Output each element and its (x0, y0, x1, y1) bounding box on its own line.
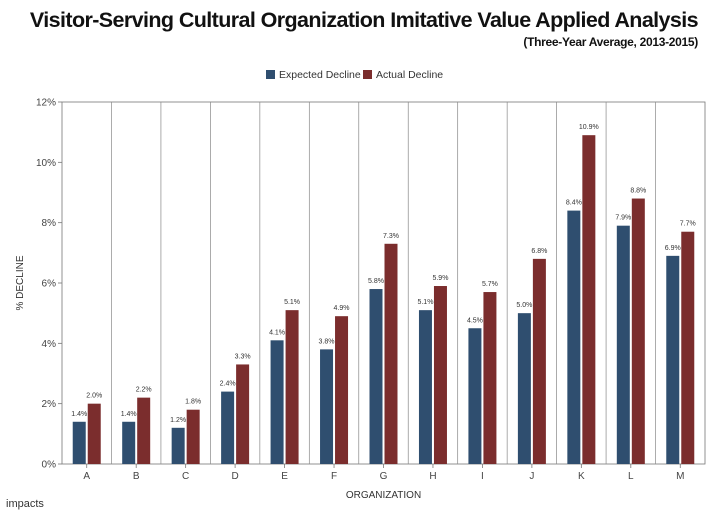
bar-expected (666, 255, 680, 464)
data-label: 4.1% (269, 329, 285, 336)
bar-expected (616, 225, 630, 464)
data-label: 5.8% (368, 278, 384, 285)
bar-actual (87, 403, 101, 464)
y-axis-label: % DECLINE (15, 255, 26, 310)
bar-expected (72, 421, 86, 464)
data-label: 7.7% (680, 221, 696, 228)
bar-expected (122, 421, 136, 464)
data-label: 8.4% (566, 200, 582, 207)
chart-subtitle: (Three-Year Average, 2013-2015) (523, 35, 698, 49)
x-tick-label: B (133, 471, 140, 482)
bar-expected (270, 340, 284, 464)
legend-swatch-expected (266, 70, 275, 79)
data-label: 1.8% (185, 399, 201, 406)
legend-label: Actual Decline (376, 69, 443, 81)
bar-actual (236, 364, 250, 464)
data-label: 2.4% (220, 381, 236, 388)
data-label: 7.9% (615, 215, 631, 222)
bar-actual (285, 310, 299, 464)
x-tick-label: J (529, 471, 534, 482)
bar-actual (384, 243, 398, 464)
data-label: 1.4% (71, 411, 87, 418)
x-tick-label: G (380, 471, 388, 482)
data-label: 4.9% (334, 305, 350, 312)
x-tick-label: C (182, 471, 189, 482)
x-tick-label: I (481, 471, 484, 482)
bar-expected (221, 391, 235, 464)
x-tick-label: E (281, 471, 288, 482)
chart-title: Visitor-Serving Cultural Organization Im… (29, 8, 699, 32)
y-tick-label: 2% (42, 399, 57, 410)
x-tick-label: D (231, 471, 238, 482)
bar-actual (631, 198, 645, 465)
data-label: 3.3% (235, 353, 251, 360)
bar-actual (186, 409, 200, 464)
bar-expected (418, 310, 432, 464)
x-tick-label: F (331, 471, 337, 482)
bar-expected (171, 427, 185, 464)
data-label: 5.1% (417, 299, 433, 306)
data-label: 8.8% (630, 188, 646, 195)
data-label: 5.7% (482, 281, 498, 288)
legend-label: Expected Decline (279, 69, 361, 81)
y-tick-label: 0% (42, 460, 57, 471)
data-label: 5.9% (432, 275, 448, 282)
bar-actual (681, 231, 695, 464)
x-tick-label: A (83, 471, 90, 482)
data-label: 5.0% (516, 302, 532, 309)
data-label: 7.3% (383, 233, 399, 240)
x-tick-label: M (676, 471, 684, 482)
bar-expected (517, 313, 531, 464)
data-label: 1.4% (121, 411, 137, 418)
bar-actual (335, 316, 349, 464)
y-tick-label: 8% (42, 218, 57, 229)
y-tick-label: 12% (36, 98, 56, 109)
brand-logo: impacts (6, 498, 44, 510)
y-tick-label: 10% (36, 158, 56, 169)
data-label: 2.2% (136, 387, 152, 394)
bar-actual (433, 286, 447, 464)
data-label: 6.9% (665, 245, 681, 252)
legend-swatch-actual (363, 70, 372, 79)
x-tick-label: K (578, 471, 585, 482)
bar-expected (320, 349, 334, 464)
bar-actual (483, 292, 497, 464)
bar-expected (369, 289, 383, 464)
bar-expected (567, 210, 581, 464)
data-label: 3.8% (319, 338, 335, 345)
bar-expected (468, 328, 482, 464)
data-label: 6.8% (531, 248, 547, 255)
bar-actual (582, 135, 596, 464)
x-tick-label: H (429, 471, 436, 482)
y-tick-label: 4% (42, 339, 57, 350)
data-label: 1.2% (170, 417, 186, 424)
bar-actual (137, 397, 151, 464)
data-label: 5.1% (284, 299, 300, 306)
x-tick-label: L (628, 471, 634, 482)
bar-actual (532, 258, 546, 464)
x-axis-label: ORGANIZATION (346, 490, 421, 501)
y-tick-label: 6% (42, 279, 57, 290)
data-label: 10.9% (579, 124, 599, 131)
data-label: 4.5% (467, 317, 483, 324)
data-label: 2.0% (86, 393, 102, 400)
